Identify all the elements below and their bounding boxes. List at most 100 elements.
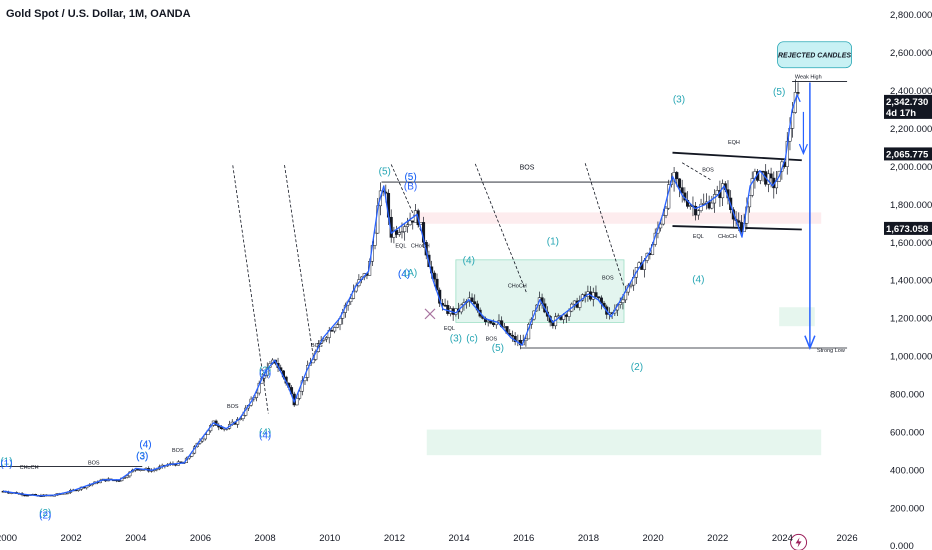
wave-label: (4)	[259, 427, 271, 438]
candle-body	[395, 229, 399, 235]
wave-label: (c)	[466, 333, 478, 344]
candle-body	[254, 392, 259, 398]
candle-body	[629, 284, 633, 287]
wave-label: (2)	[39, 508, 51, 519]
structure-dash-1	[474, 163, 528, 295]
structure-label: Weak High	[795, 75, 822, 81]
candle-body	[403, 226, 407, 232]
candle-body	[564, 314, 568, 317]
rejection-arrow-head	[798, 143, 808, 156]
structure-label: BOS	[172, 448, 184, 454]
wave-label: (3)	[136, 451, 148, 462]
candle-body	[335, 324, 339, 328]
time-tick-label: 2014	[449, 533, 470, 544]
candle-body	[298, 390, 302, 399]
wave-label: (3)	[673, 94, 685, 105]
structure-dash-2	[584, 163, 625, 287]
demand-zone-low	[426, 429, 822, 456]
price-tick-label: 800.000	[890, 389, 924, 400]
candle-body	[241, 415, 245, 419]
price-tick-label: 2,600.000	[890, 48, 932, 59]
price-axis: 0.000 200.000 400.000 600.000 800.000 1,000.0…	[890, 10, 932, 550]
price-badge-subtext: 4d 17h	[886, 108, 916, 119]
structure-label: BOS	[602, 276, 614, 282]
candle-body	[510, 334, 514, 337]
price-tick-label: 2,200.000	[890, 124, 932, 135]
candle-body	[486, 320, 490, 323]
price-tick-label: 600.000	[890, 427, 924, 438]
candle-body	[502, 326, 506, 328]
structure-label: CHoCH	[20, 465, 39, 471]
time-tick-label: 2020	[643, 533, 664, 544]
wave-label: (3)	[259, 366, 271, 377]
structure-label: BOS	[311, 343, 323, 349]
structure-label: EQL	[395, 244, 406, 250]
structure-label: EQH	[728, 140, 740, 146]
candle-body	[710, 202, 714, 209]
candle-body	[791, 112, 795, 129]
price-tick-label: 0.000	[890, 541, 914, 550]
annotations-layer: (1)(1)(2)(2)(3)(3)(4)(4)(3)(3)(4)(4)(5)(…	[0, 41, 852, 550]
wave-label: (A)	[404, 268, 417, 279]
projection-arrow-head	[804, 335, 816, 351]
candle-body	[688, 205, 692, 207]
wave-label: (5)	[379, 166, 391, 177]
candle-body	[702, 203, 706, 205]
time-tick-label: 2004	[125, 533, 146, 544]
wave-label: (B)	[404, 182, 417, 193]
time-tick-label: 2026	[836, 533, 857, 544]
bos-top-label: BOS	[520, 165, 535, 172]
price-tick-label: 1,600.000	[890, 238, 932, 249]
structure-label: Strong Low	[817, 348, 845, 354]
structure-label: BOS	[88, 460, 100, 466]
price-badge	[884, 94, 932, 119]
candle-body	[295, 398, 299, 406]
wave-label: (5)	[404, 172, 416, 183]
candle-body	[400, 231, 404, 233]
candle-body	[201, 438, 205, 442]
candle-body	[562, 314, 566, 320]
candle-body	[125, 475, 129, 478]
candle-body	[330, 330, 334, 332]
candle-body	[572, 300, 576, 305]
wave-label: (3)	[259, 369, 271, 380]
price-tick-label: 1,400.000	[890, 276, 932, 287]
candle-body	[497, 320, 501, 323]
candle-body	[677, 178, 682, 188]
candle-body	[567, 310, 571, 317]
candle-body	[139, 469, 143, 471]
wave-label: (1)	[0, 459, 12, 470]
price-badge	[884, 221, 932, 235]
demand-zone-mid	[779, 307, 815, 327]
structure-label: BOS	[702, 168, 714, 174]
candle-body	[594, 292, 598, 297]
time-tick-label: 2002	[61, 533, 82, 544]
price-tick-label: 2,800.000	[890, 10, 932, 21]
time-tick-label: 2012	[384, 533, 405, 544]
cross-mark	[424, 308, 436, 320]
candle-body	[432, 272, 436, 280]
candle-body	[661, 215, 665, 225]
structure-dash-4	[232, 165, 269, 414]
price-badge-text: 2,342.730	[886, 97, 928, 108]
candle-body	[492, 323, 496, 326]
levels-layer	[0, 81, 848, 467]
candle-body	[761, 170, 765, 173]
price-line-layer	[3, 94, 801, 497]
candle-body	[333, 327, 337, 332]
structure-label: BOS	[486, 336, 498, 342]
candle-body	[203, 434, 207, 440]
candle-body	[349, 298, 353, 303]
structure-label: CHoCH	[508, 283, 527, 289]
wave-label: (5)	[492, 343, 504, 354]
price-badge-text: 1,673.058	[886, 224, 928, 235]
time-tick-label: 2018	[578, 533, 599, 544]
candle-body	[680, 187, 684, 194]
wave-label: (2)	[631, 362, 643, 373]
wave-label: (1)	[0, 457, 12, 468]
candle-body	[470, 297, 474, 302]
wave-label: (3)	[136, 451, 148, 462]
wave-label: (2)	[39, 511, 51, 522]
candle-body	[769, 173, 773, 179]
